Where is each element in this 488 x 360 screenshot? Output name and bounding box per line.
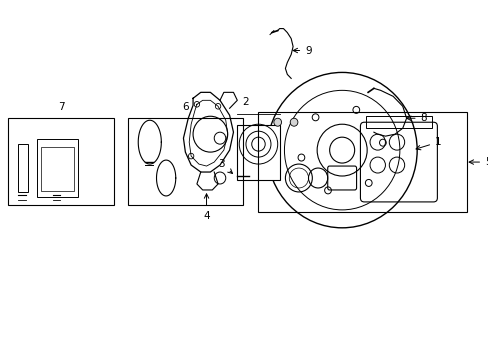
Text: 9: 9: [292, 45, 311, 55]
Text: 2: 2: [242, 97, 249, 107]
Circle shape: [329, 137, 354, 163]
FancyBboxPatch shape: [237, 125, 279, 180]
Circle shape: [311, 114, 318, 121]
Text: 6: 6: [182, 102, 188, 112]
Circle shape: [188, 153, 193, 159]
Text: 7: 7: [58, 102, 64, 112]
Text: 5: 5: [468, 157, 488, 167]
Bar: [127, 118, 243, 205]
Bar: [258, 112, 466, 212]
Text: 8: 8: [406, 113, 427, 123]
Circle shape: [365, 179, 371, 186]
Bar: [366, 116, 431, 128]
Circle shape: [194, 102, 199, 107]
Circle shape: [298, 154, 304, 161]
Bar: [41, 147, 74, 191]
Text: 4: 4: [203, 194, 209, 221]
Circle shape: [215, 103, 220, 109]
Bar: [18, 144, 27, 192]
Circle shape: [273, 118, 281, 126]
Bar: [8, 118, 114, 205]
Circle shape: [379, 139, 386, 146]
Text: 1: 1: [415, 137, 441, 150]
Text: 3: 3: [218, 159, 232, 174]
Circle shape: [352, 106, 359, 113]
Circle shape: [324, 187, 331, 194]
Circle shape: [289, 118, 297, 126]
Bar: [37, 139, 78, 197]
